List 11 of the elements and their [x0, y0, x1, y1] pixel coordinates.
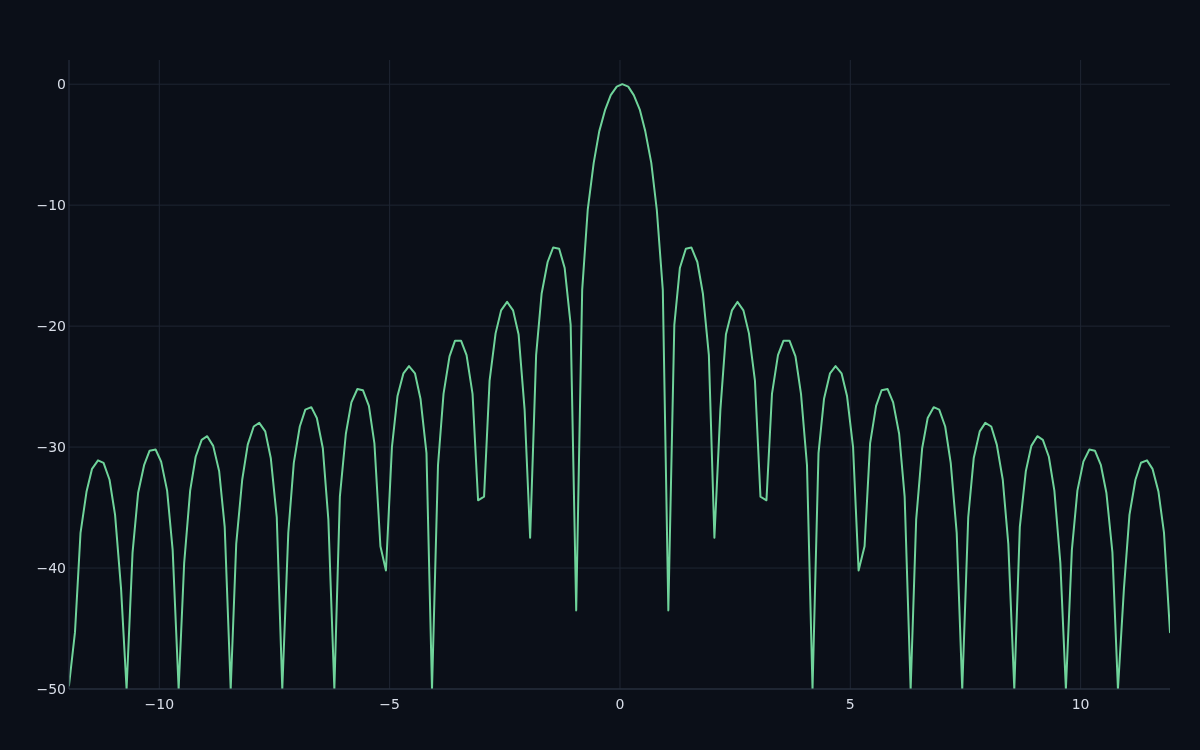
y-tick-label: −40: [36, 560, 66, 577]
x-tick-label: 10: [1071, 695, 1090, 712]
x-tick-label: −10: [144, 695, 175, 712]
y-tick-label: −10: [36, 197, 66, 214]
x-tick-label: 5: [845, 695, 855, 712]
y-tick-label: −20: [36, 318, 66, 335]
y-tick-label: 0: [57, 76, 66, 93]
y-tick-label: −50: [36, 680, 66, 697]
x-tick-label: 0: [615, 695, 625, 712]
y-tick-label: −30: [36, 439, 66, 456]
x-tick-label: −5: [379, 695, 400, 712]
